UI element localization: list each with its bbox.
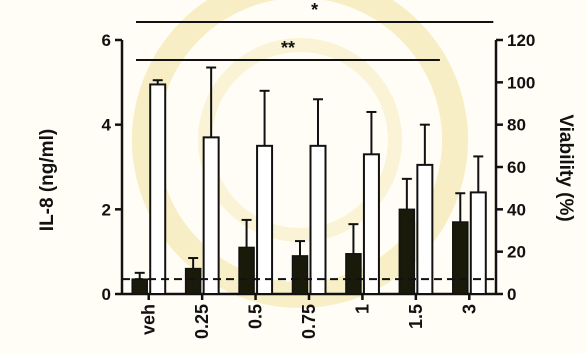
x-tick-label: veh <box>139 304 159 335</box>
viability-bar <box>362 153 380 295</box>
x-tick-label: 1 <box>352 304 372 314</box>
right-tick-label: 100 <box>507 73 535 92</box>
il8-bar <box>398 208 416 295</box>
il8-bar <box>345 253 362 295</box>
significance-label: ** <box>281 38 295 58</box>
right-tick-label: 40 <box>507 200 526 219</box>
il8-bar <box>184 267 202 295</box>
left-tick-label: 0 <box>102 285 111 304</box>
il8-bar <box>131 278 148 295</box>
x-tick-label: 0.25 <box>192 304 212 339</box>
viability-bar <box>416 163 434 295</box>
left-tick-label: 4 <box>102 116 112 135</box>
viability-bar <box>149 83 167 295</box>
viability-bar <box>309 144 327 295</box>
viability-bar <box>256 144 274 295</box>
right-tick-label: 0 <box>507 285 516 304</box>
right-tick-label: 120 <box>507 31 535 50</box>
right-tick-label: 80 <box>507 116 526 135</box>
viability-bar <box>469 191 487 295</box>
x-tick-label: 1.5 <box>406 304 426 329</box>
left-tick-label: 2 <box>102 200 111 219</box>
x-tick-label: 0.75 <box>299 304 319 339</box>
right-tick-label: 20 <box>507 243 526 262</box>
x-tick-label: 0.5 <box>246 304 266 329</box>
il8-bar <box>291 255 309 295</box>
viability-bar <box>202 136 220 295</box>
x-tick-label: 3 <box>459 304 479 314</box>
y-axis-title-left: IL-8 (ng/ml) <box>37 129 58 231</box>
il8-bar <box>238 246 255 295</box>
left-tick-label: 6 <box>102 31 111 50</box>
right-tick-label: 60 <box>507 158 526 177</box>
y-axis-title-right: Viability (%) <box>555 114 576 221</box>
il8-bar <box>452 221 469 295</box>
significance-label: * <box>311 0 318 20</box>
